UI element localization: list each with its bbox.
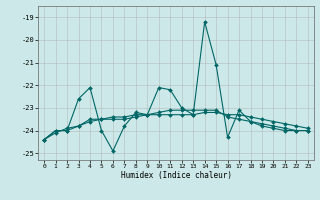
- X-axis label: Humidex (Indice chaleur): Humidex (Indice chaleur): [121, 171, 231, 180]
